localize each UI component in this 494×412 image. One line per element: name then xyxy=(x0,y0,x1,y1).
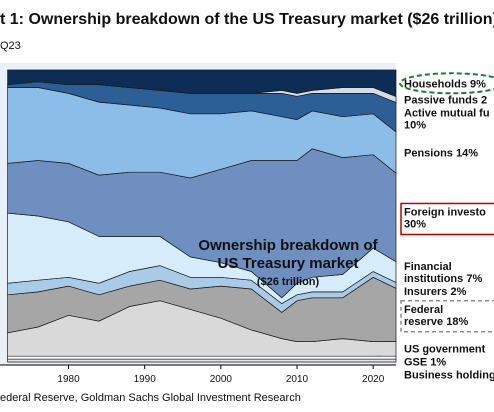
label-text: Federal xyxy=(404,304,443,316)
source-note: ederal Reserve, Goldman Sachs Global Inv… xyxy=(0,392,301,404)
x-tick-label: 2020 xyxy=(362,374,385,385)
x-tick-label: 2010 xyxy=(286,374,309,385)
label-text: Pensions 14% xyxy=(404,148,478,160)
area-business-holdings xyxy=(7,358,397,363)
x-tick-label: 2000 xyxy=(210,374,233,385)
label-highlight-ellipse xyxy=(399,72,494,95)
label-insurers: Insurers 2% xyxy=(404,286,467,298)
label-gse: GSE 1% xyxy=(404,357,446,369)
label-text: reserve 18% xyxy=(404,316,468,328)
label-text: Foreign investo xyxy=(404,206,486,218)
label-text: Passive funds 2 xyxy=(404,94,487,106)
label-text: Financial xyxy=(404,261,452,273)
label-us-government: US government xyxy=(404,344,486,356)
stacked-area-chart: Ownership breakdown of US Treasury marke… xyxy=(0,63,494,385)
area-households xyxy=(7,69,397,98)
label-text: Active mutual fu xyxy=(404,107,490,119)
label-text: GSE 1% xyxy=(404,357,446,369)
label-box xyxy=(400,202,494,236)
center-text-line1: Ownership breakdown of xyxy=(198,237,378,254)
label-text: Business holding xyxy=(404,370,494,382)
label-households: Households 9% xyxy=(399,72,494,95)
chart-subtitle: Q23 xyxy=(0,40,21,52)
label-text: institutions 7% xyxy=(404,273,482,285)
label-text: 10% xyxy=(404,119,426,131)
label-box xyxy=(400,300,494,333)
center-text-line3: ($26 trillion) xyxy=(257,276,320,288)
x-axis-ticks: 1980 1990 2000 2010 2020 xyxy=(57,365,385,385)
x-tick-label: 1980 xyxy=(57,374,80,385)
chart-title: t 1: Ownership breakdown of the US Treas… xyxy=(0,11,494,28)
label-passive-funds: Passive funds 2 xyxy=(404,94,487,106)
label-business-holdings: Business holding xyxy=(404,370,494,382)
label-text: US government xyxy=(404,344,486,356)
center-annotation: Ownership breakdown of US Treasury marke… xyxy=(198,237,378,288)
label-text: Insurers 2% xyxy=(404,286,467,298)
x-tick-label: 1990 xyxy=(134,374,157,385)
center-text-line2: US Treasury market xyxy=(218,255,359,272)
area-series xyxy=(7,69,397,363)
label-text: 30% xyxy=(404,218,426,230)
label-pensions: Pensions 14% xyxy=(404,148,478,160)
label-text: Households 9% xyxy=(404,78,486,90)
